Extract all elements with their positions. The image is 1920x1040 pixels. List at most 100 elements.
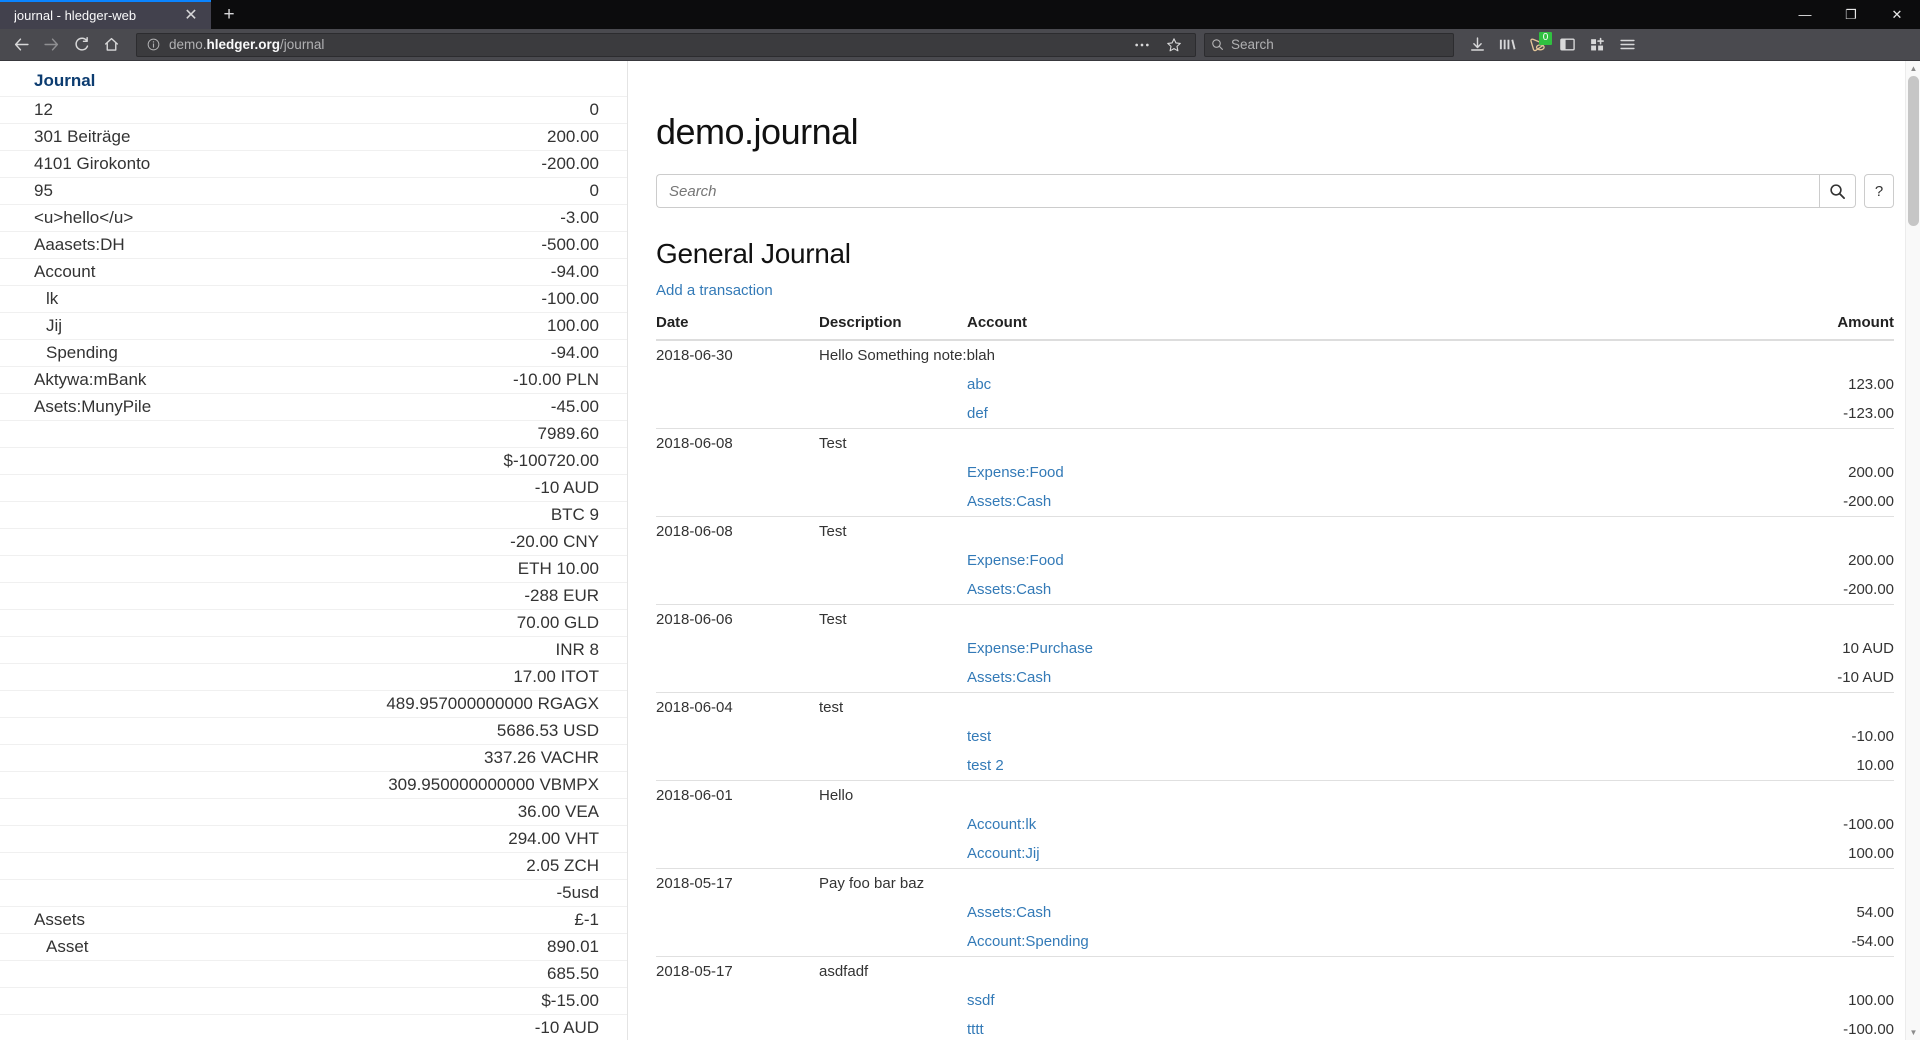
search-submit-button[interactable] [1819,174,1856,208]
library-icon[interactable] [1492,31,1522,59]
new-tab-button[interactable]: + [223,3,235,25]
account-row[interactable]: Jij 100.00 [0,313,627,340]
posting-account-cell: Account:Spending [967,927,1734,957]
posting-account-cell: Assets:Cash [967,487,1734,517]
account-name[interactable]: Asset [46,937,89,956]
posting-account-cell: Expense:Food [967,458,1734,487]
account-row[interactable]: Asets:MunyPile -45.00 [0,394,627,421]
posting-account-link[interactable]: Assets:Cash [967,493,1052,510]
account-amount: 100.00 [547,316,599,335]
ellipsis-icon[interactable] [1127,31,1157,59]
account-row[interactable]: Assets £-1 [0,907,627,934]
account-row[interactable]: 12 0 [0,97,627,124]
star-icon[interactable] [1159,31,1189,59]
sidebar-icon[interactable] [1552,31,1582,59]
posting-account-link[interactable]: Assets:Cash [967,904,1052,921]
posting-account-link[interactable]: abc [967,376,992,393]
account-amount-row: 36.00 VEA [0,799,627,826]
pocket-icon[interactable]: 0 [1522,31,1552,59]
search-help-button[interactable]: ? [1864,174,1894,208]
account-row[interactable]: 301 Beiträge 200.00 [0,124,627,151]
account-row[interactable]: Asset 890.01 [0,934,627,961]
posting-account-link[interactable]: Assets:Cash [967,581,1052,598]
posting-spacer-2 [819,810,967,839]
search-input[interactable] [656,174,1819,208]
posting-account-link[interactable]: Account:lk [967,816,1037,833]
browser-tab[interactable]: journal - hledger-web ✕ [0,0,211,29]
browser-search-bar[interactable]: Search [1204,32,1454,57]
home-icon[interactable] [96,31,126,59]
close-icon[interactable]: ✕ [184,6,198,24]
posting-account-link[interactable]: tttt [967,1021,984,1038]
transaction-date: 2018-06-01 [656,780,819,810]
account-amount: -500.00 [541,235,599,254]
account-name[interactable]: 12 [34,100,53,119]
url-bar[interactable]: demo.hledger.org/journal [136,31,1196,59]
account-name[interactable]: 95 [34,181,53,200]
posting-row: Assets:Cash 54.00 [656,898,1894,927]
account-amount-row: INR 8 [0,637,627,664]
scrollbar-thumb[interactable] [1908,76,1919,226]
page-scrollbar[interactable]: ▲ ▼ [1905,61,1920,1040]
account-name[interactable]: Account [34,262,96,281]
chevron-up-icon[interactable]: ▲ [1909,64,1918,73]
add-transaction-link[interactable]: Add a transaction [656,282,773,299]
account-row[interactable]: Aaasets:DH -500.00 [0,232,627,259]
account-row[interactable]: Spending -94.00 [0,340,627,367]
account-amount-row: 685.50 [0,961,627,988]
info-icon[interactable] [143,38,163,51]
reload-icon[interactable] [66,31,96,59]
account-amount: -5usd [556,883,599,902]
magnifier-icon [1212,39,1223,50]
close-window-icon[interactable]: ✕ [1891,6,1903,22]
posting-spacer [656,839,819,869]
account-name[interactable]: lk [46,289,59,308]
account-name[interactable]: Assets [34,910,86,929]
back-arrow-icon[interactable] [6,31,36,59]
account-row[interactable]: Account -94.00 [0,259,627,286]
restore-icon[interactable]: ❐ [1845,6,1857,22]
account-name[interactable]: Aktywa:mBank [34,370,147,389]
account-amount: 7989.60 [537,424,599,443]
account-name[interactable]: 4101 Girokonto [34,154,151,173]
account-name[interactable]: <u>hello</u> [34,208,134,227]
posting-account-cell: def [967,399,1734,429]
account-row[interactable]: 95 0 [0,178,627,205]
url-text[interactable]: demo.hledger.org/journal [169,37,325,52]
account-row[interactable]: lk -100.00 [0,286,627,313]
account-amount-row: -20.00 CNY [0,529,627,556]
minimize-icon[interactable]: — [1798,7,1812,22]
account-name[interactable]: 301 Beiträge [34,127,131,146]
account-name[interactable]: Asets:MunyPile [34,397,152,416]
posting-spacer-2 [819,986,967,1015]
page-title: demo.journal [656,111,859,152]
account-row[interactable]: <u>hello</u> -3.00 [0,205,627,232]
posting-account-link[interactable]: ssdf [967,992,995,1009]
account-name[interactable]: Jij [46,316,63,335]
posting-account-link[interactable]: Expense:Food [967,464,1064,481]
posting-account-link[interactable]: Expense:Purchase [967,640,1093,657]
page-actions-icon[interactable] [1582,31,1612,59]
account-row[interactable]: Aktywa:mBank -10.00 PLN [0,367,627,394]
account-amount: -10 AUD [534,478,599,497]
chevron-down-icon[interactable]: ▼ [1909,1028,1918,1037]
account-row[interactable]: 4101 Girokonto -200.00 [0,151,627,178]
posting-account-link[interactable]: Assets:Cash [967,669,1052,686]
transaction-description: Hello [819,780,1894,810]
tab-title: journal - hledger-web [14,8,137,23]
account-name[interactable]: Aaasets:DH [34,235,125,254]
account-amount-row: 7989.60 [0,421,627,448]
transaction-row: 2018-05-17 Pay foo bar baz [656,868,1894,898]
account-name[interactable]: Spending [46,343,118,362]
sidebar-journal-label[interactable]: Journal [34,71,96,90]
downloads-icon[interactable] [1462,31,1492,59]
forward-arrow-icon[interactable] [36,31,66,59]
menu-icon[interactable] [1612,31,1642,59]
account-name [0,853,251,880]
posting-account-link[interactable]: test [967,728,992,745]
posting-account-link[interactable]: Expense:Food [967,552,1064,569]
posting-account-link[interactable]: Account:Spending [967,933,1089,950]
posting-account-link[interactable]: Account:Jij [967,845,1040,862]
posting-account-link[interactable]: def [967,405,988,422]
posting-account-link[interactable]: test 2 [967,757,1004,774]
